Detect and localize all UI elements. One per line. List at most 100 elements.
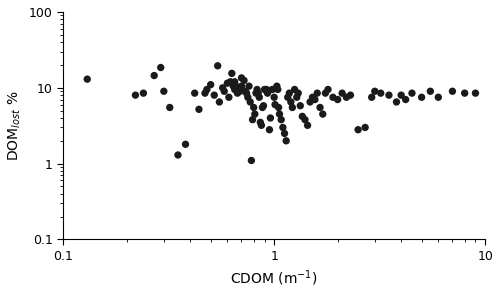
Point (264, 91, 272, 96)
Point (258, 105, 266, 110)
Point (293, 95, 301, 100)
Point (402, 97, 409, 102)
Point (254, 91, 262, 96)
Point (246, 100, 254, 104)
Point (290, 87, 298, 92)
Point (296, 103, 304, 108)
Point (242, 91, 250, 96)
Point (274, 105, 282, 110)
Point (306, 100, 314, 104)
Point (206, 82, 214, 87)
Point (166, 105, 174, 110)
Point (288, 105, 296, 110)
Point (236, 89, 244, 94)
Point (242, 89, 250, 94)
Point (385, 93, 393, 98)
Point (244, 95, 252, 100)
Point (224, 81, 232, 86)
Point (230, 84, 237, 88)
Point (232, 84, 240, 88)
Point (262, 87, 270, 92)
Point (426, 89, 434, 94)
Point (376, 91, 384, 96)
Point (150, 73, 158, 78)
Point (282, 138, 290, 143)
Point (240, 78, 248, 83)
Point (238, 84, 246, 88)
Point (256, 95, 264, 100)
Point (251, 112, 259, 117)
Point (83, 77, 91, 81)
Point (361, 125, 369, 130)
Point (218, 86, 226, 90)
Point (271, 102, 279, 107)
Point (311, 97, 319, 102)
Point (460, 91, 468, 96)
Point (201, 91, 209, 96)
Point (190, 91, 198, 96)
Point (140, 91, 147, 96)
Point (253, 87, 261, 92)
Point (319, 112, 327, 117)
Point (342, 95, 350, 100)
Point (210, 93, 218, 98)
Point (397, 93, 405, 98)
Point (371, 89, 379, 94)
Point (346, 93, 354, 98)
Point (248, 117, 256, 122)
Point (245, 84, 253, 88)
Point (368, 95, 376, 100)
Point (273, 84, 281, 88)
Point (226, 79, 234, 84)
Point (174, 153, 182, 157)
Point (301, 117, 309, 122)
Point (392, 100, 400, 104)
Point (228, 71, 236, 76)
Point (274, 87, 281, 92)
Point (324, 87, 332, 92)
Point (132, 93, 140, 98)
Point (230, 79, 238, 84)
Point (298, 114, 306, 119)
Point (294, 91, 302, 96)
Point (304, 123, 312, 128)
Point (260, 87, 268, 92)
Point (472, 91, 480, 96)
Point (214, 63, 222, 68)
Point (216, 100, 224, 104)
Point (258, 123, 266, 128)
Point (182, 142, 190, 147)
Point (268, 87, 276, 92)
Point (329, 95, 337, 100)
Point (250, 105, 258, 110)
Point (203, 87, 211, 92)
Point (160, 89, 168, 94)
Point (279, 125, 287, 130)
Point (287, 100, 295, 104)
Point (220, 89, 228, 94)
Point (277, 117, 285, 122)
Point (266, 127, 274, 132)
Point (235, 87, 243, 92)
Y-axis label: DOM$_{lost}$ %: DOM$_{lost}$ % (7, 91, 24, 161)
Point (252, 91, 260, 96)
Point (284, 95, 292, 100)
Point (256, 120, 264, 125)
Point (334, 97, 342, 102)
Point (266, 116, 274, 120)
Point (418, 95, 426, 100)
Point (316, 105, 324, 110)
Point (156, 65, 164, 70)
Point (354, 127, 362, 132)
Point (270, 95, 278, 100)
Point (225, 95, 233, 100)
Point (276, 112, 283, 117)
Point (230, 87, 238, 92)
Point (286, 91, 294, 96)
Point (248, 158, 256, 163)
Point (313, 91, 321, 96)
Point (448, 89, 456, 94)
Point (322, 91, 330, 96)
Point (408, 91, 416, 96)
Point (338, 91, 346, 96)
